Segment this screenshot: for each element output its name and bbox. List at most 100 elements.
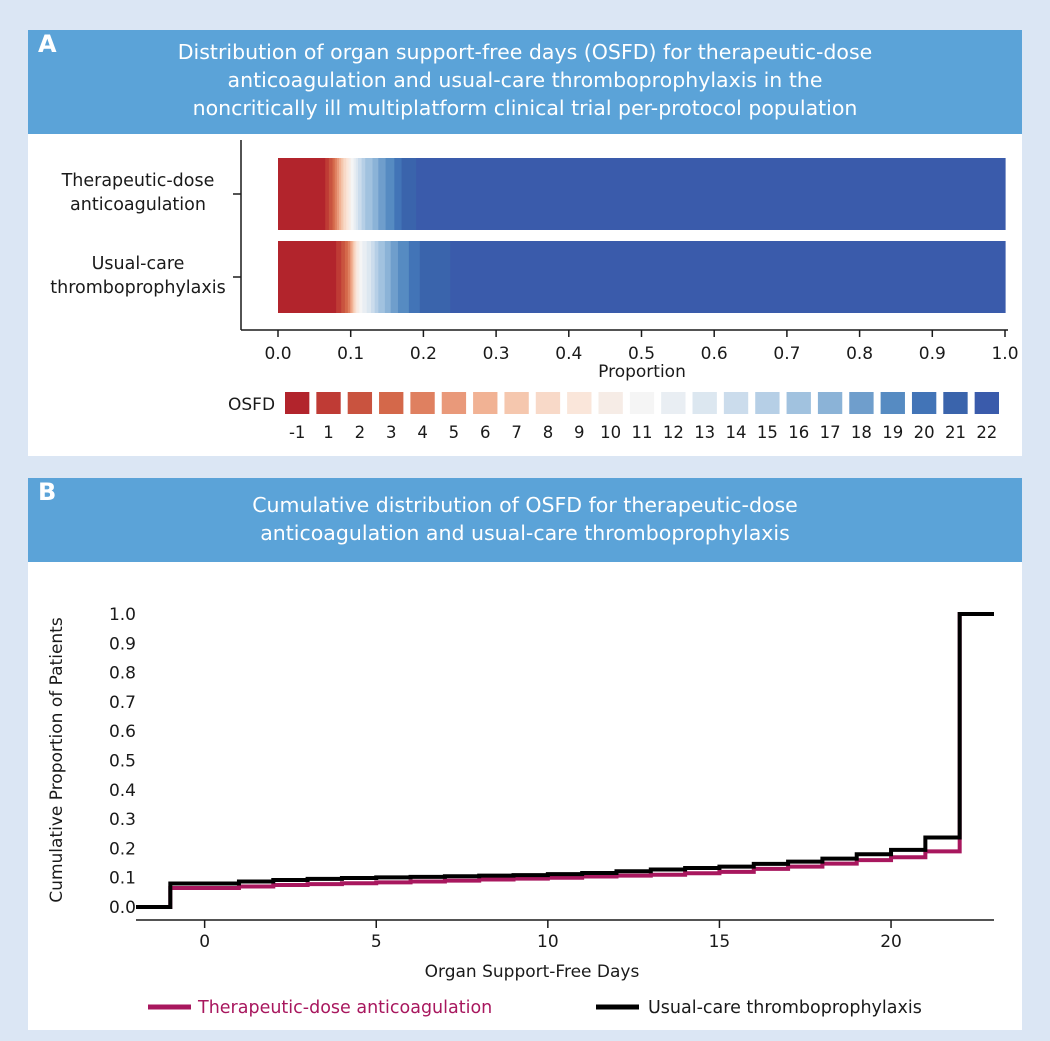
x-axis-label: Proportion: [598, 362, 686, 382]
legend-label-8: 8: [543, 423, 554, 442]
x-tick-label: 15: [709, 932, 731, 952]
legend-label-therapeutic: Therapeutic-dose anticoagulation: [197, 998, 492, 1018]
y-tick-label: 0.0: [109, 898, 136, 918]
y-tick-label: 0.2: [109, 839, 136, 859]
legend-swatch-19: [880, 392, 905, 414]
y-tick-label: 0.6: [109, 722, 136, 742]
series-line-1: [136, 612, 994, 909]
bar-segment-2-osfd-2: [341, 241, 346, 313]
legend-label-10: 10: [600, 423, 621, 442]
legend-label-4: 4: [417, 423, 428, 442]
x-tick-label: 0.9: [919, 344, 946, 364]
legend-label-19: 19: [882, 423, 903, 442]
bar-segment-1-osfd-17: [372, 158, 379, 230]
panel-b: B Cumulative distribution of OSFD for th…: [28, 478, 1022, 1030]
x-tick-label: 0.8: [846, 344, 873, 364]
x-tick-label: 0.0: [264, 344, 291, 364]
y-tick-label: 0.3: [109, 810, 136, 830]
legend-label-6: 6: [480, 423, 491, 442]
x-tick-label: 0.1: [337, 344, 364, 364]
y-tick-label: 1.0: [109, 605, 136, 625]
legend-swatch-6: [473, 392, 498, 414]
category-label-1: Therapeutic-dose: [61, 171, 215, 191]
legend-swatch-5: [441, 392, 467, 414]
panel-a-letter: A: [38, 30, 57, 58]
legend-swatch-11: [629, 392, 655, 414]
bar-segment-2-osfd-4: [347, 241, 351, 313]
y-tick-label: 0.4: [109, 781, 136, 801]
bar-segment-1-osfd-22: [416, 158, 1006, 230]
bar-segment-1-osfd-9: [346, 158, 350, 230]
legend-label-3: 3: [386, 423, 397, 442]
x-tick-label: 0.7: [773, 344, 800, 364]
legend-label-13: 13: [694, 423, 715, 442]
bar-segment-1-osfd-20: [394, 158, 403, 230]
legend-label-16: 16: [788, 423, 809, 442]
bar-segment-2-osfd-14: [371, 241, 376, 313]
x-axis-label: Organ Support-Free Days: [425, 962, 640, 982]
x-tick-label: 0.5: [628, 344, 655, 364]
legend-label-22: 22: [976, 423, 997, 442]
legend-label-21: 21: [945, 423, 966, 442]
category-label-2: thromboprophylaxis: [50, 278, 225, 298]
bar-segment-1-osfd-18: [378, 158, 387, 230]
bar-segment-2-osfd-18: [390, 241, 399, 313]
bar-segment-2-osfd-8: [354, 241, 357, 313]
bar-segment-2-osfd-17: [384, 241, 392, 313]
bar-segment-2-osfd-7: [352, 241, 355, 313]
step-line-chart: 0 5 10 15 20 Organ Support-Free Days 0.0 0.1 0.2…: [47, 605, 994, 1018]
panel-a: A Distribution of organ support-free day…: [28, 30, 1022, 456]
bar-segment-1-osfd-14: [357, 158, 363, 230]
bar-segment-1-osfd-6: [339, 158, 342, 230]
legend-swatch-12: [661, 392, 686, 414]
x-tick-label: 0.2: [410, 344, 437, 364]
panel-b-title: Cumulative distribution of OSFD for ther…: [252, 493, 798, 545]
legend-swatch-20: [911, 392, 937, 414]
legend-title: OSFD: [228, 395, 275, 415]
legend-label-15: 15: [757, 423, 778, 442]
panel-a-header: A Distribution of organ support-free day…: [28, 30, 1022, 134]
y-tick-label: 0.8: [109, 664, 136, 684]
legend-swatch-2: [347, 392, 373, 414]
y-tick-label: 0.5: [109, 752, 136, 772]
x-tick-label: 0: [199, 932, 210, 952]
bar-segment-1-osfd-4: [334, 158, 338, 230]
legend-swatch-4: [410, 392, 435, 414]
legend-swatch-22: [974, 392, 999, 414]
bar-segment-2-osfd-20: [408, 241, 421, 313]
bar-segment-1-osfd-10: [348, 158, 352, 230]
legend-swatch-18: [849, 392, 874, 414]
bar-segment-2-osfd--1: [278, 241, 337, 313]
bar-segment-1-osfd-19: [385, 158, 395, 230]
bar-segment-1-osfd--1: [278, 158, 326, 230]
legend-swatch-16: [786, 392, 811, 414]
y-axis-label: Cumulative Proportion of Patients: [47, 617, 67, 903]
x-tick-label: 0.6: [701, 344, 728, 364]
legend-label--1: -1: [289, 423, 305, 442]
legend-label-12: 12: [663, 423, 684, 442]
bar-segment-2-osfd-21: [419, 241, 451, 313]
x-tick-label: 20: [880, 932, 902, 952]
legend-label-11: 11: [632, 423, 653, 442]
bar-segment-1-osfd-1: [325, 158, 330, 230]
legend-swatch-1: [316, 392, 341, 414]
legend-swatch--1: [285, 392, 310, 414]
bar-segment-1-osfd-21: [401, 158, 417, 230]
legend-label-9: 9: [574, 423, 585, 442]
x-tick-label: 0.3: [483, 344, 510, 364]
legend-swatch-21: [943, 392, 968, 414]
panel-b-header: B Cumulative distribution of OSFD for th…: [28, 478, 1022, 562]
legend-swatch-14: [723, 392, 749, 414]
bar-segment-1-osfd-5: [336, 158, 340, 230]
bar-segment-2-osfd-11: [359, 241, 363, 313]
bar-segment-1-osfd-13: [355, 158, 359, 230]
bar-segment-2-osfd-19: [397, 241, 410, 313]
bar-segment-2-osfd-5: [349, 241, 353, 313]
legend-label-14: 14: [726, 423, 747, 442]
legend-label-7: 7: [511, 423, 522, 442]
x-tick-label: 1.0: [991, 344, 1018, 364]
bar-segment-2-osfd-1: [336, 241, 342, 313]
y-tick-label: 0.7: [109, 693, 136, 713]
legend-label-17: 17: [820, 423, 841, 442]
stacked-bar-chart: Therapeutic-dose anticoagulation Usual-car…: [50, 140, 1019, 442]
